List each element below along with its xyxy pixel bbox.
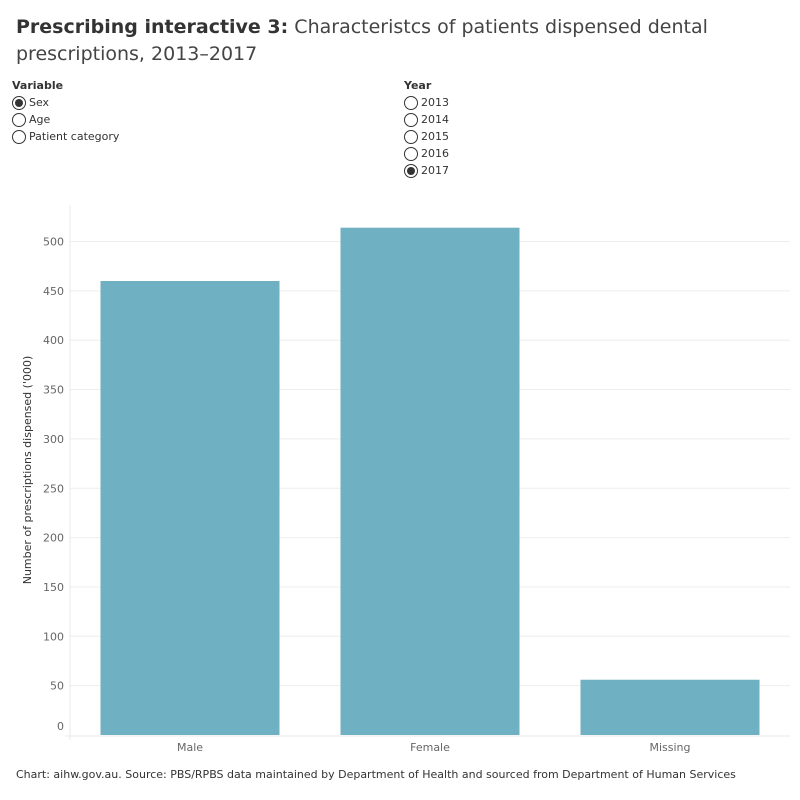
x-tick-label: Male [177, 741, 203, 754]
year-option-2014[interactable]: 2014 [404, 111, 449, 128]
y-tick-label: 350 [43, 384, 64, 397]
y-tick-label: 500 [43, 236, 64, 249]
bar-female[interactable] [340, 227, 520, 735]
variable-option-patient-category[interactable]: Patient category [12, 128, 119, 145]
radio-button[interactable] [404, 112, 418, 127]
radio-button[interactable] [12, 129, 26, 144]
chart-source: Chart: aihw.gov.au. Source: PBS/RPBS dat… [16, 768, 736, 781]
option-label: 2017 [421, 164, 449, 177]
y-tick-label: 250 [43, 482, 64, 495]
y-tick-label: 100 [43, 630, 64, 643]
y-tick-label: 200 [43, 532, 64, 545]
option-label: 2014 [421, 113, 449, 126]
variable-filter: Variable Sex Age Patient category [12, 79, 119, 145]
year-option-2015[interactable]: 2015 [404, 128, 449, 145]
title-rest: Characteristcs of patients dispensed den… [16, 16, 708, 65]
option-label: Patient category [29, 130, 120, 143]
y-tick-label: 150 [43, 581, 64, 594]
year-option-2013[interactable]: 2013 [404, 94, 449, 111]
option-label: 2013 [421, 96, 449, 109]
radio-button[interactable] [404, 163, 418, 178]
option-label: 2015 [421, 130, 449, 143]
bar-missing[interactable] [580, 679, 760, 735]
option-label: Sex [29, 96, 50, 109]
variable-option-age[interactable]: Age [12, 111, 119, 128]
x-tick-label: Female [410, 741, 450, 754]
radio-button[interactable] [12, 112, 26, 127]
radio-button[interactable] [404, 129, 418, 144]
y-tick-label: 0 [57, 720, 64, 733]
option-label: 2016 [421, 147, 449, 160]
y-tick-label: 50 [50, 680, 64, 693]
variable-label: Variable [12, 79, 64, 92]
y-tick-label: 450 [43, 285, 64, 298]
title-bold: Prescribing interactive 3: [16, 16, 289, 38]
chart-title: Prescribing interactive 3: Characteristc… [16, 14, 736, 68]
y-tick-label: 400 [43, 334, 64, 347]
variable-option-sex[interactable]: Sex [12, 94, 119, 111]
radio-button[interactable] [404, 146, 418, 161]
year-label: Year [404, 79, 432, 92]
option-label: Age [29, 113, 51, 126]
radio-button[interactable] [404, 95, 418, 110]
y-axis-title: Number of prescriptions dispensed ('000) [21, 356, 34, 585]
year-option-2017[interactable]: 2017 [404, 162, 449, 179]
year-filter: Year 2013 2014 2015 2016 2017 [404, 79, 449, 179]
radio-button[interactable] [12, 95, 26, 110]
y-tick-label: 300 [43, 433, 64, 446]
x-tick-label: Missing [649, 741, 690, 754]
year-option-2016[interactable]: 2016 [404, 145, 449, 162]
bar-male[interactable] [100, 280, 280, 735]
